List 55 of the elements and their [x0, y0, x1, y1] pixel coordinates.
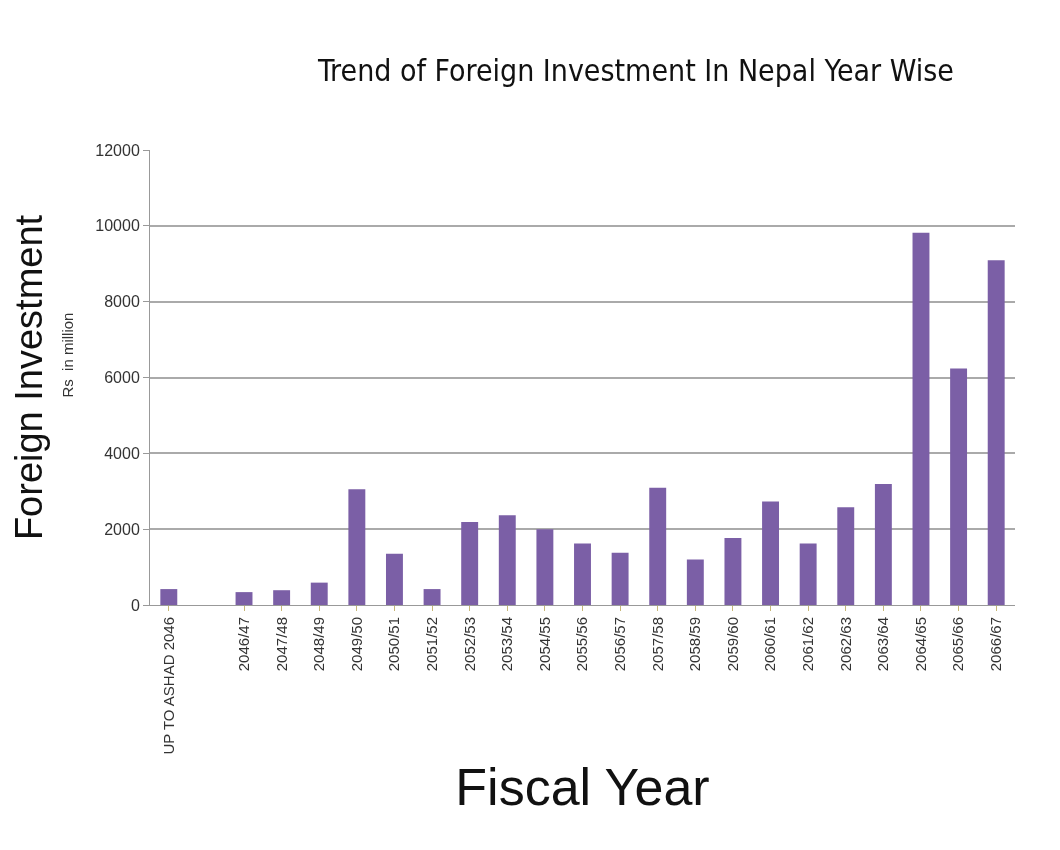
x-tick-label: 2062/63 [836, 617, 854, 672]
bar [536, 529, 554, 605]
chart-title: Trend of Foreign Investment In Nepal Year Wise [317, 52, 954, 88]
bar [649, 487, 667, 605]
bar [273, 590, 291, 605]
x-tick-label: 2054/55 [535, 617, 553, 672]
x-tick-label: 2058/59 [686, 617, 704, 672]
x-tick-label: 2057/58 [648, 617, 666, 672]
bar [310, 582, 328, 605]
y-tick-label: 2000 [104, 520, 140, 538]
x-tick-label: 2060/61 [761, 617, 779, 672]
y-tick-label: 4000 [104, 444, 140, 462]
x-tick-label: 2048/49 [310, 617, 328, 672]
x-tick-label: 2052/53 [460, 617, 478, 672]
y-axis-title: Foreign Investment [8, 214, 51, 541]
x-tick-label: 2066/67 [987, 617, 1005, 672]
y-tick-label: 10000 [95, 217, 140, 235]
bar [762, 501, 780, 605]
x-tick-label: UP TO ASHAD 2046 [159, 617, 177, 755]
bar [235, 592, 253, 605]
x-axis-title: Fiscal Year [455, 758, 710, 817]
bar [874, 484, 892, 605]
y-tick-label: 8000 [104, 293, 140, 311]
bar [611, 552, 629, 605]
x-tick-label: 2055/56 [573, 617, 591, 672]
x-tick-label: 2053/54 [498, 617, 516, 672]
y-tick-label: 6000 [104, 369, 140, 387]
bar [987, 260, 1005, 605]
y-tick-label: 0 [130, 596, 140, 614]
bar [837, 507, 855, 605]
bar [950, 368, 968, 605]
x-tick-label: 2063/64 [874, 617, 892, 672]
y-tick-label: 12000 [95, 141, 140, 159]
x-tick-label: 2061/62 [799, 617, 817, 672]
x-tick-label: 2047/48 [272, 617, 290, 672]
x-tick-label: 2059/60 [723, 617, 741, 672]
bar [498, 515, 516, 605]
x-tick-label: 2046/47 [234, 617, 252, 672]
bar [423, 589, 441, 605]
bar [348, 489, 366, 605]
bar [799, 543, 817, 605]
bar [724, 537, 742, 605]
bar [912, 232, 930, 605]
bar [385, 553, 403, 605]
text: Rs in million [59, 312, 77, 398]
x-tick-label: 2065/66 [949, 617, 967, 672]
bar [686, 559, 704, 605]
x-tick-label: 2049/50 [347, 617, 365, 672]
x-tick-label: 2051/52 [422, 617, 440, 672]
bar [574, 543, 591, 605]
x-tick-label: 2064/65 [911, 617, 929, 672]
bar [461, 521, 479, 605]
x-tick-label: 2050/51 [385, 617, 403, 672]
x-tick-label: 2056/57 [610, 617, 628, 672]
bar [160, 589, 178, 605]
